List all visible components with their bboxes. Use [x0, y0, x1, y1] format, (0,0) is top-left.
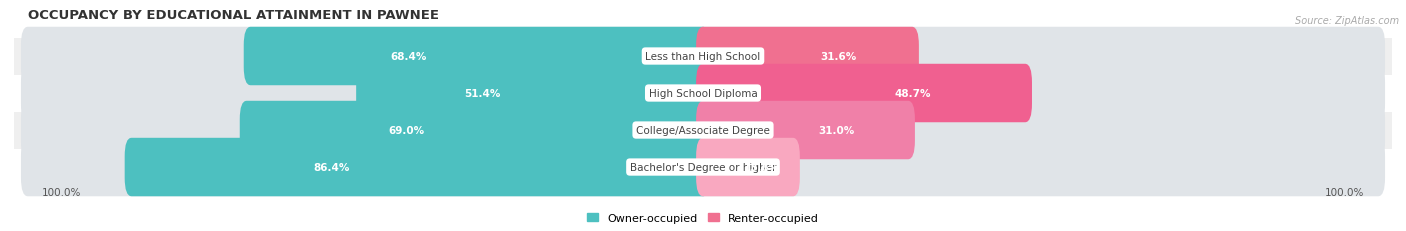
Text: 86.4%: 86.4% — [314, 162, 350, 172]
FancyBboxPatch shape — [21, 138, 1385, 196]
FancyBboxPatch shape — [21, 64, 1385, 123]
FancyBboxPatch shape — [240, 101, 710, 160]
Text: OCCUPANCY BY EDUCATIONAL ATTAINMENT IN PAWNEE: OCCUPANCY BY EDUCATIONAL ATTAINMENT IN P… — [28, 9, 439, 22]
FancyBboxPatch shape — [21, 101, 1385, 160]
Text: 69.0%: 69.0% — [388, 125, 425, 135]
FancyBboxPatch shape — [14, 75, 1392, 112]
FancyBboxPatch shape — [243, 28, 710, 86]
FancyBboxPatch shape — [14, 149, 1392, 186]
FancyBboxPatch shape — [14, 112, 1392, 149]
Text: 31.0%: 31.0% — [818, 125, 855, 135]
Text: Less than High School: Less than High School — [645, 52, 761, 62]
FancyBboxPatch shape — [356, 64, 710, 123]
Text: College/Associate Degree: College/Associate Degree — [636, 125, 770, 135]
FancyBboxPatch shape — [696, 138, 800, 196]
Text: 31.6%: 31.6% — [821, 52, 858, 62]
Text: 100.0%: 100.0% — [1324, 187, 1364, 197]
FancyBboxPatch shape — [21, 28, 1385, 86]
FancyBboxPatch shape — [696, 28, 920, 86]
Text: 51.4%: 51.4% — [464, 89, 501, 99]
Text: 100.0%: 100.0% — [42, 187, 82, 197]
Text: Bachelor's Degree or higher: Bachelor's Degree or higher — [630, 162, 776, 172]
FancyBboxPatch shape — [696, 101, 915, 160]
FancyBboxPatch shape — [696, 64, 1032, 123]
FancyBboxPatch shape — [14, 38, 1392, 75]
FancyBboxPatch shape — [125, 138, 710, 196]
Text: 48.7%: 48.7% — [894, 89, 931, 99]
Legend: Owner-occupied, Renter-occupied: Owner-occupied, Renter-occupied — [582, 208, 824, 227]
Text: High School Diploma: High School Diploma — [648, 89, 758, 99]
Text: Source: ZipAtlas.com: Source: ZipAtlas.com — [1295, 16, 1399, 26]
Text: 13.6%: 13.6% — [744, 162, 779, 172]
Text: 68.4%: 68.4% — [391, 52, 427, 62]
